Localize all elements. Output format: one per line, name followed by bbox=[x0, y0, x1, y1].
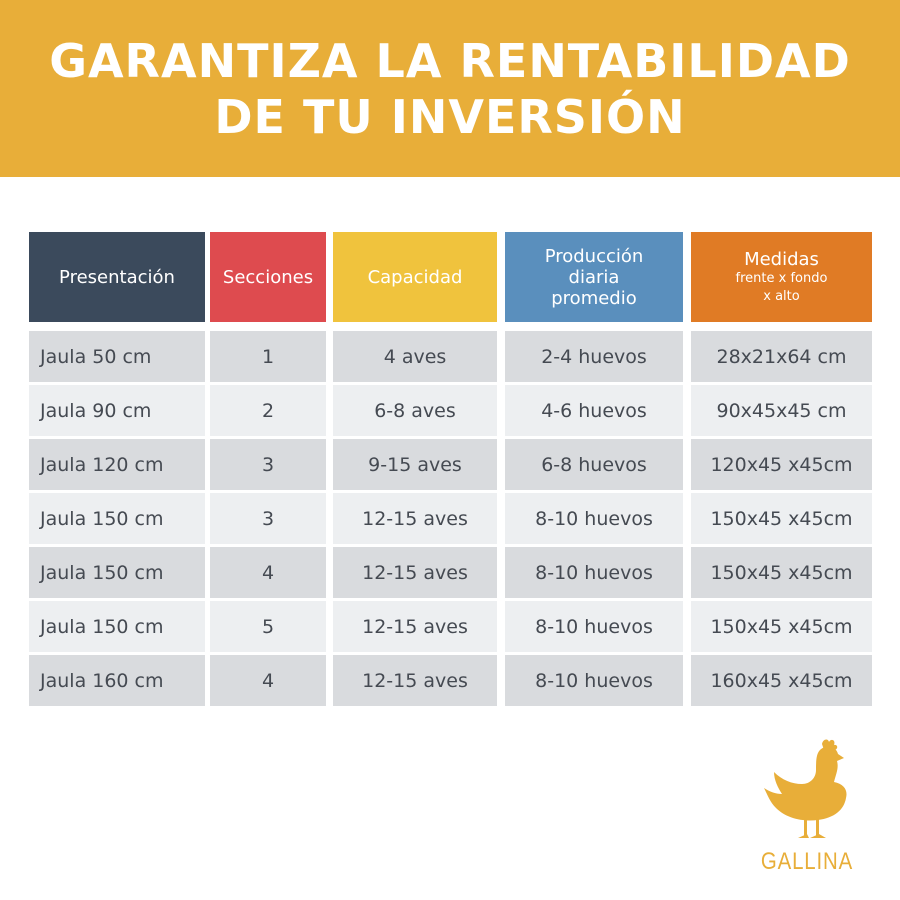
table-cell: 28x21x64 cm bbox=[691, 331, 872, 382]
table-cell: 2 bbox=[210, 385, 326, 436]
table-cell: 6-8 aves bbox=[333, 385, 497, 436]
table-cell: 3 bbox=[210, 439, 326, 490]
table-cell: 150x45 x45cm bbox=[691, 493, 872, 544]
header-medidas: Medidas frente x fondo x alto bbox=[691, 232, 872, 322]
table-cell: 5 bbox=[210, 601, 326, 652]
table-cell: 8-10 huevos bbox=[505, 655, 683, 706]
header-produccion-label-2: diaria bbox=[568, 266, 620, 288]
header-secciones: Secciones bbox=[210, 232, 326, 322]
header-capacidad: Capacidad bbox=[333, 232, 497, 322]
column-capacidad: Capacidad 4 aves 6-8 aves 9-15 aves 12-1… bbox=[333, 232, 497, 706]
header-medidas-sub-2: x alto bbox=[763, 288, 800, 304]
table-cell: 8-10 huevos bbox=[505, 547, 683, 598]
header-medidas-label: Medidas bbox=[744, 248, 819, 270]
table-cell: 12-15 aves bbox=[333, 655, 497, 706]
title-line-1: GARANTIZA LA RENTABILIDAD bbox=[49, 33, 851, 88]
brand-logo: GALLINA bbox=[752, 738, 862, 888]
hen-icon bbox=[764, 739, 847, 838]
table-cell: 9-15 aves bbox=[333, 439, 497, 490]
table-cell: 8-10 huevos bbox=[505, 601, 683, 652]
table-cell: 12-15 aves bbox=[333, 493, 497, 544]
column-presentacion: Presentación Jaula 50 cm Jaula 90 cm Jau… bbox=[29, 232, 205, 706]
table-cell: 4 bbox=[210, 547, 326, 598]
header-secciones-label: Secciones bbox=[222, 266, 314, 288]
column-medidas: Medidas frente x fondo x alto 28x21x64 c… bbox=[691, 232, 872, 706]
header-produccion-label-1: Producción bbox=[544, 245, 644, 267]
table-cell: Jaula 150 cm bbox=[29, 493, 205, 544]
table-cell: 150x45 x45cm bbox=[691, 601, 872, 652]
brand-name: GALLINA bbox=[760, 848, 854, 875]
table-cell: 4-6 huevos bbox=[505, 385, 683, 436]
table-cell: Jaula 120 cm bbox=[29, 439, 205, 490]
table-cell: 12-15 aves bbox=[333, 601, 497, 652]
table-cell: 4 bbox=[210, 655, 326, 706]
title-banner: GARANTIZA LA RENTABILIDAD DE TU INVERSIÓ… bbox=[0, 0, 900, 177]
table-cell: 12-15 aves bbox=[333, 547, 497, 598]
table-cell: Jaula 50 cm bbox=[29, 331, 205, 382]
column-produccion: Producción diaria promedio 2-4 huevos 4-… bbox=[505, 232, 683, 706]
header-presentacion: Presentación bbox=[29, 232, 205, 322]
table-cell: 8-10 huevos bbox=[505, 493, 683, 544]
header-medidas-sub-1: frente x fondo bbox=[735, 270, 828, 286]
header-produccion: Producción diaria promedio bbox=[505, 232, 683, 322]
header-produccion-label-3: promedio bbox=[551, 287, 637, 309]
header-presentacion-label: Presentación bbox=[59, 266, 175, 288]
table-cell: 2-4 huevos bbox=[505, 331, 683, 382]
header-capacidad-label: Capacidad bbox=[367, 266, 463, 288]
table-cell: Jaula 160 cm bbox=[29, 655, 205, 706]
column-secciones: Secciones 1 2 3 3 4 5 4 bbox=[210, 232, 326, 706]
table-cell: 4 aves bbox=[333, 331, 497, 382]
table-cell: Jaula 90 cm bbox=[29, 385, 205, 436]
table-cell: Jaula 150 cm bbox=[29, 601, 205, 652]
table-cell: 160x45 x45cm bbox=[691, 655, 872, 706]
table-cell: 6-8 huevos bbox=[505, 439, 683, 490]
table-cell: 150x45 x45cm bbox=[691, 547, 872, 598]
table-cell: 3 bbox=[210, 493, 326, 544]
title-line-2: DE TU INVERSIÓN bbox=[214, 89, 686, 144]
table-cell: 120x45 x45cm bbox=[691, 439, 872, 490]
table-cell: Jaula 150 cm bbox=[29, 547, 205, 598]
table-cell: 1 bbox=[210, 331, 326, 382]
table-cell: 90x45x45 cm bbox=[691, 385, 872, 436]
